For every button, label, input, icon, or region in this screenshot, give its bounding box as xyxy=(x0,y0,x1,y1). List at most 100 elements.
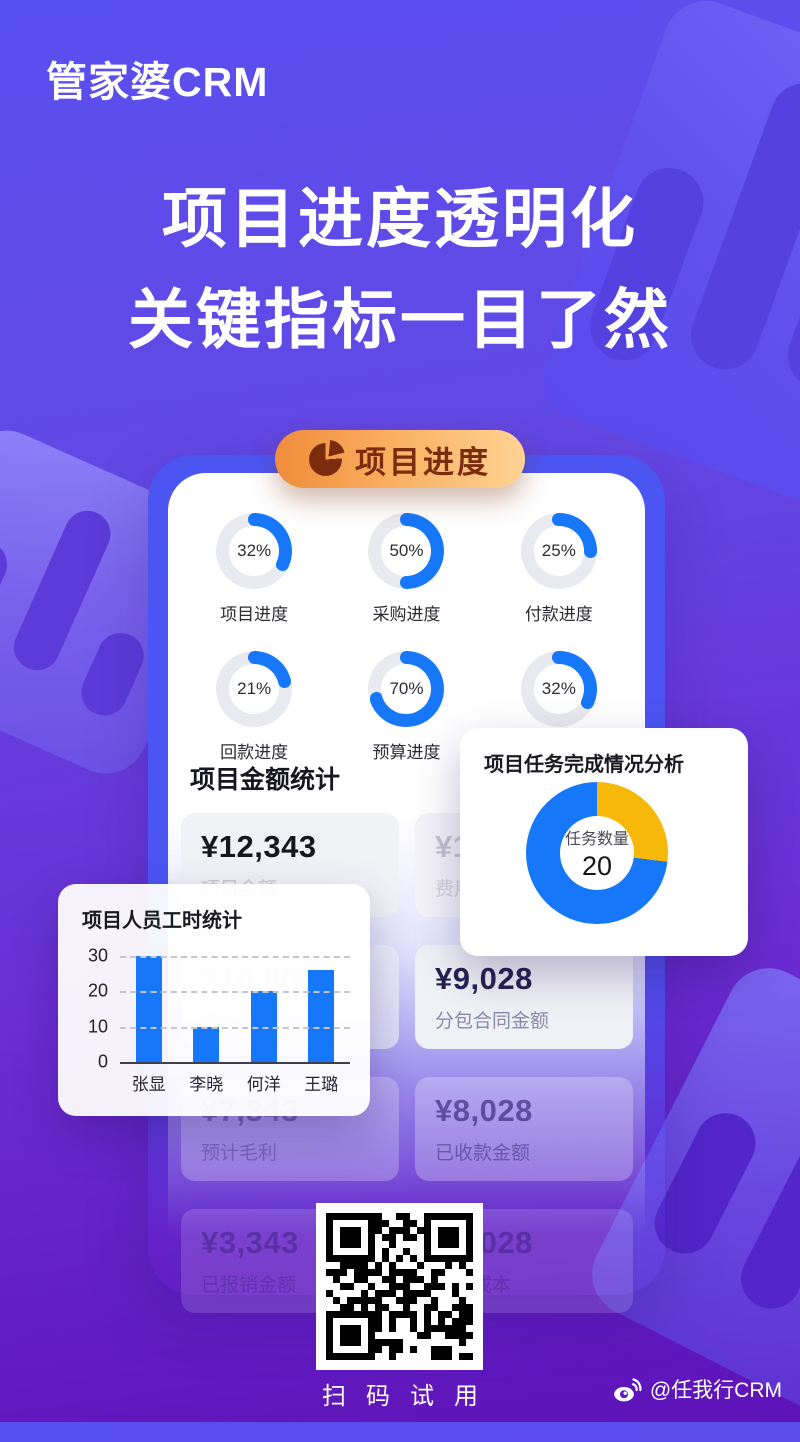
qr-module xyxy=(361,1269,368,1276)
hero-title: 项目进度透明化 关键指标一目了然 xyxy=(0,168,800,370)
bar-column xyxy=(293,970,351,1062)
qr-module xyxy=(340,1290,347,1297)
hero-title-line2: 关键指标一目了然 xyxy=(127,283,672,356)
qr-module xyxy=(333,1325,340,1332)
qr-module xyxy=(410,1248,417,1255)
qr-module xyxy=(403,1297,410,1304)
qr-module xyxy=(368,1353,375,1360)
ring-cap xyxy=(278,674,292,688)
qr-module xyxy=(424,1332,431,1339)
qr-module xyxy=(389,1262,396,1269)
qr-module xyxy=(424,1346,431,1353)
ring-hole: 70% xyxy=(381,664,432,714)
qr-module xyxy=(459,1248,466,1255)
qr-module xyxy=(438,1339,445,1346)
ring-cap xyxy=(552,651,566,664)
qr-module xyxy=(333,1255,340,1262)
qr-module xyxy=(396,1241,403,1248)
qr-module xyxy=(466,1241,473,1248)
qr-module xyxy=(361,1318,368,1325)
qr-module xyxy=(466,1346,473,1353)
qr-module xyxy=(347,1255,354,1262)
qr-module xyxy=(354,1234,361,1241)
qr-module xyxy=(326,1325,333,1332)
qr-module xyxy=(354,1262,361,1269)
qr-module xyxy=(410,1213,417,1220)
progress-ring-group: 32% 项目进度 xyxy=(216,513,293,625)
qr-module xyxy=(459,1318,466,1325)
ring-hole: 21% xyxy=(229,664,280,714)
qr-module xyxy=(382,1213,389,1220)
qr-module xyxy=(354,1297,361,1304)
qr-module xyxy=(452,1234,459,1241)
qr-module xyxy=(382,1304,389,1311)
donut-center-value: 20 xyxy=(581,850,613,881)
qr-module xyxy=(452,1304,459,1311)
qr-code-modules xyxy=(326,1213,473,1360)
progress-ring-group: 70% 预算进度 xyxy=(368,651,445,763)
gridline xyxy=(120,991,350,994)
y-axis-label: 30 xyxy=(87,945,108,966)
qr-module xyxy=(347,1227,354,1234)
ring-hole: 50% xyxy=(381,526,432,576)
bar-column xyxy=(178,1026,236,1062)
qr-module xyxy=(333,1297,340,1304)
qr-module xyxy=(452,1332,459,1339)
qr-module xyxy=(333,1227,340,1234)
qr-module xyxy=(452,1318,459,1325)
qr-module xyxy=(361,1227,368,1234)
qr-module xyxy=(438,1346,445,1353)
qr-module xyxy=(354,1346,361,1353)
qr-module xyxy=(403,1346,410,1353)
qr-module xyxy=(368,1255,375,1262)
qr-module xyxy=(347,1325,354,1332)
qr-module xyxy=(466,1220,473,1227)
qr-module xyxy=(361,1325,368,1332)
qr-module xyxy=(340,1283,347,1290)
qr-module xyxy=(410,1290,417,1297)
qr-module xyxy=(410,1255,417,1262)
qr-module xyxy=(396,1227,403,1234)
qr-module xyxy=(417,1262,424,1269)
qr-module xyxy=(340,1332,347,1339)
qr-module xyxy=(375,1241,382,1248)
qr-module xyxy=(466,1318,473,1325)
amount-value: ¥3,343 xyxy=(201,1225,299,1260)
qr-module xyxy=(452,1311,459,1318)
qr-module xyxy=(424,1213,431,1220)
qr-module xyxy=(417,1227,424,1234)
qr-module xyxy=(326,1332,333,1339)
qr-module xyxy=(438,1325,445,1332)
qr-module xyxy=(417,1318,424,1325)
qr-module xyxy=(340,1339,347,1346)
qr-module xyxy=(333,1283,340,1290)
qr-module xyxy=(354,1304,361,1311)
progress-ring: 21% xyxy=(216,651,293,727)
qr-module xyxy=(326,1346,333,1353)
qr-module xyxy=(403,1339,410,1346)
qr-module xyxy=(466,1290,473,1297)
qr-module xyxy=(438,1353,445,1360)
qr-module xyxy=(459,1255,466,1262)
qr-module xyxy=(445,1290,452,1297)
ring-label: 回款进度 xyxy=(220,743,289,762)
qr-module xyxy=(410,1332,417,1339)
qr-module xyxy=(417,1241,424,1248)
task-donut-chart: 任务数量 20 xyxy=(526,782,668,924)
qr-module xyxy=(403,1276,410,1283)
qr-module xyxy=(445,1304,452,1311)
qr-module xyxy=(375,1297,382,1304)
qr-module xyxy=(445,1332,452,1339)
qr-module xyxy=(347,1213,354,1220)
qr-module xyxy=(396,1262,403,1269)
qr-module xyxy=(361,1220,368,1227)
section-badge: 项目进度 xyxy=(275,430,525,488)
qr-module xyxy=(452,1255,459,1262)
qr-module xyxy=(340,1255,347,1262)
qr-module xyxy=(410,1297,417,1304)
qr-module xyxy=(417,1276,424,1283)
qr-module xyxy=(424,1318,431,1325)
qr-module xyxy=(326,1255,333,1262)
qr-module xyxy=(445,1220,452,1227)
ring-label: 预算进度 xyxy=(372,743,441,762)
